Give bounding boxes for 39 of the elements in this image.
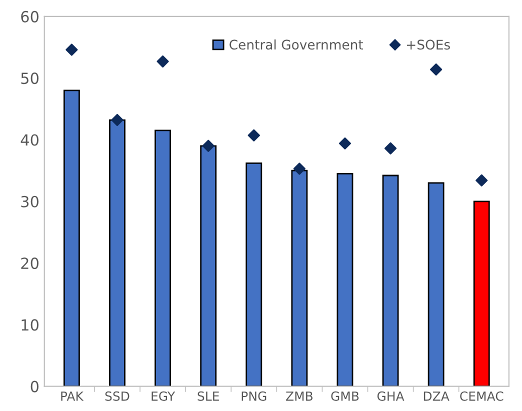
x-tick-label: GHA	[377, 391, 404, 401]
x-tick-label: SLE	[198, 391, 219, 401]
y-tick-label: 30	[21, 196, 38, 208]
bar	[382, 174, 399, 386]
point	[111, 114, 124, 126]
bar	[246, 162, 262, 386]
bar	[154, 130, 172, 386]
bar	[428, 182, 444, 386]
bar	[291, 170, 308, 386]
x-tick-label: EGY	[152, 391, 176, 401]
x-tick-label: DZA	[424, 392, 450, 401]
x-tick-label: CEMAC	[460, 391, 504, 401]
y-tick-label: 20	[21, 258, 38, 270]
x-tick-label: PNG	[242, 391, 266, 401]
y-tick-label: 0	[30, 380, 38, 392]
point	[430, 63, 442, 76]
bar	[200, 145, 217, 386]
x-tick-label: GMB	[331, 391, 359, 401]
point	[293, 162, 306, 175]
bar	[336, 172, 354, 386]
bar	[473, 200, 490, 386]
point	[202, 140, 214, 152]
y-tick-label: 40	[20, 134, 38, 146]
bar	[63, 90, 80, 386]
bar	[109, 119, 126, 386]
x-tick-label: PAK	[61, 392, 84, 401]
point	[156, 55, 169, 68]
point	[248, 129, 260, 142]
point	[476, 174, 488, 187]
y-tick-label: 10	[22, 319, 38, 331]
point	[66, 44, 78, 56]
legend-label: Central Government	[230, 39, 364, 50]
point	[384, 142, 397, 154]
y-tick-label: 50	[21, 72, 38, 84]
y-tick-label: 60	[21, 10, 38, 22]
x-tick-label: SSD	[105, 391, 130, 401]
point	[338, 137, 352, 150]
x-tick-label: ZMB	[286, 392, 313, 401]
legend-label: +SOEs	[406, 40, 450, 50]
